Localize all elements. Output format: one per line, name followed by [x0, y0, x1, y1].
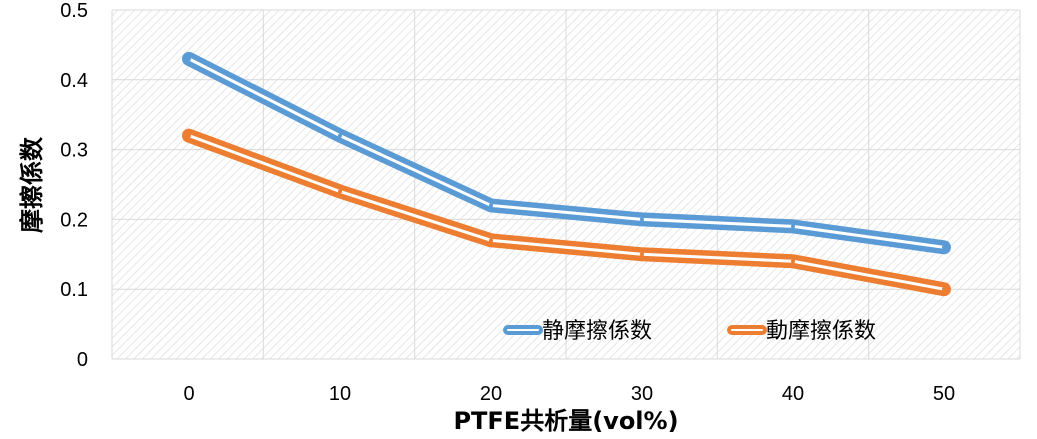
data-point — [791, 224, 795, 229]
data-point — [187, 56, 191, 61]
x-tick-label: 50 — [933, 383, 955, 405]
data-point — [338, 189, 342, 194]
y-tick-label: 0.2 — [60, 209, 88, 231]
legend-label: 動摩擦係数 — [766, 319, 876, 344]
data-point — [640, 217, 644, 222]
data-point — [640, 252, 644, 257]
y-axis-ticks: 0 0.1 0.2 0.3 0.4 0.5 — [60, 0, 88, 371]
y-tick-label: 0.3 — [60, 140, 88, 162]
legend: 静摩擦係数 動摩擦係数 — [503, 319, 876, 344]
x-axis-title: PTFE共析量(vol%) — [453, 407, 678, 435]
y-tick-label: 0.1 — [60, 279, 88, 301]
x-tick-label: 0 — [183, 383, 194, 405]
legend-label: 静摩擦係数 — [542, 319, 652, 344]
data-point — [942, 245, 946, 250]
x-tick-label: 10 — [329, 383, 351, 405]
y-axis-title: 摩擦係数 — [18, 136, 46, 233]
data-point — [338, 133, 342, 138]
y-tick-label: 0.5 — [60, 0, 88, 22]
series-line-inner-1 — [187, 57, 946, 249]
data-point — [942, 287, 946, 292]
y-tick-label: 0 — [77, 349, 88, 371]
x-tick-label: 40 — [782, 383, 804, 405]
x-tick-label: 20 — [480, 383, 502, 405]
data-point — [489, 203, 493, 208]
x-tick-label: 30 — [631, 383, 653, 405]
series-line-inner-2 — [187, 134, 946, 291]
x-axis-ticks: 0 10 20 30 40 50 — [183, 383, 955, 405]
series-lines — [182, 51, 951, 297]
data-point — [489, 238, 493, 243]
y-tick-label: 0.4 — [60, 70, 88, 92]
data-point — [187, 133, 191, 138]
data-point — [791, 259, 795, 264]
